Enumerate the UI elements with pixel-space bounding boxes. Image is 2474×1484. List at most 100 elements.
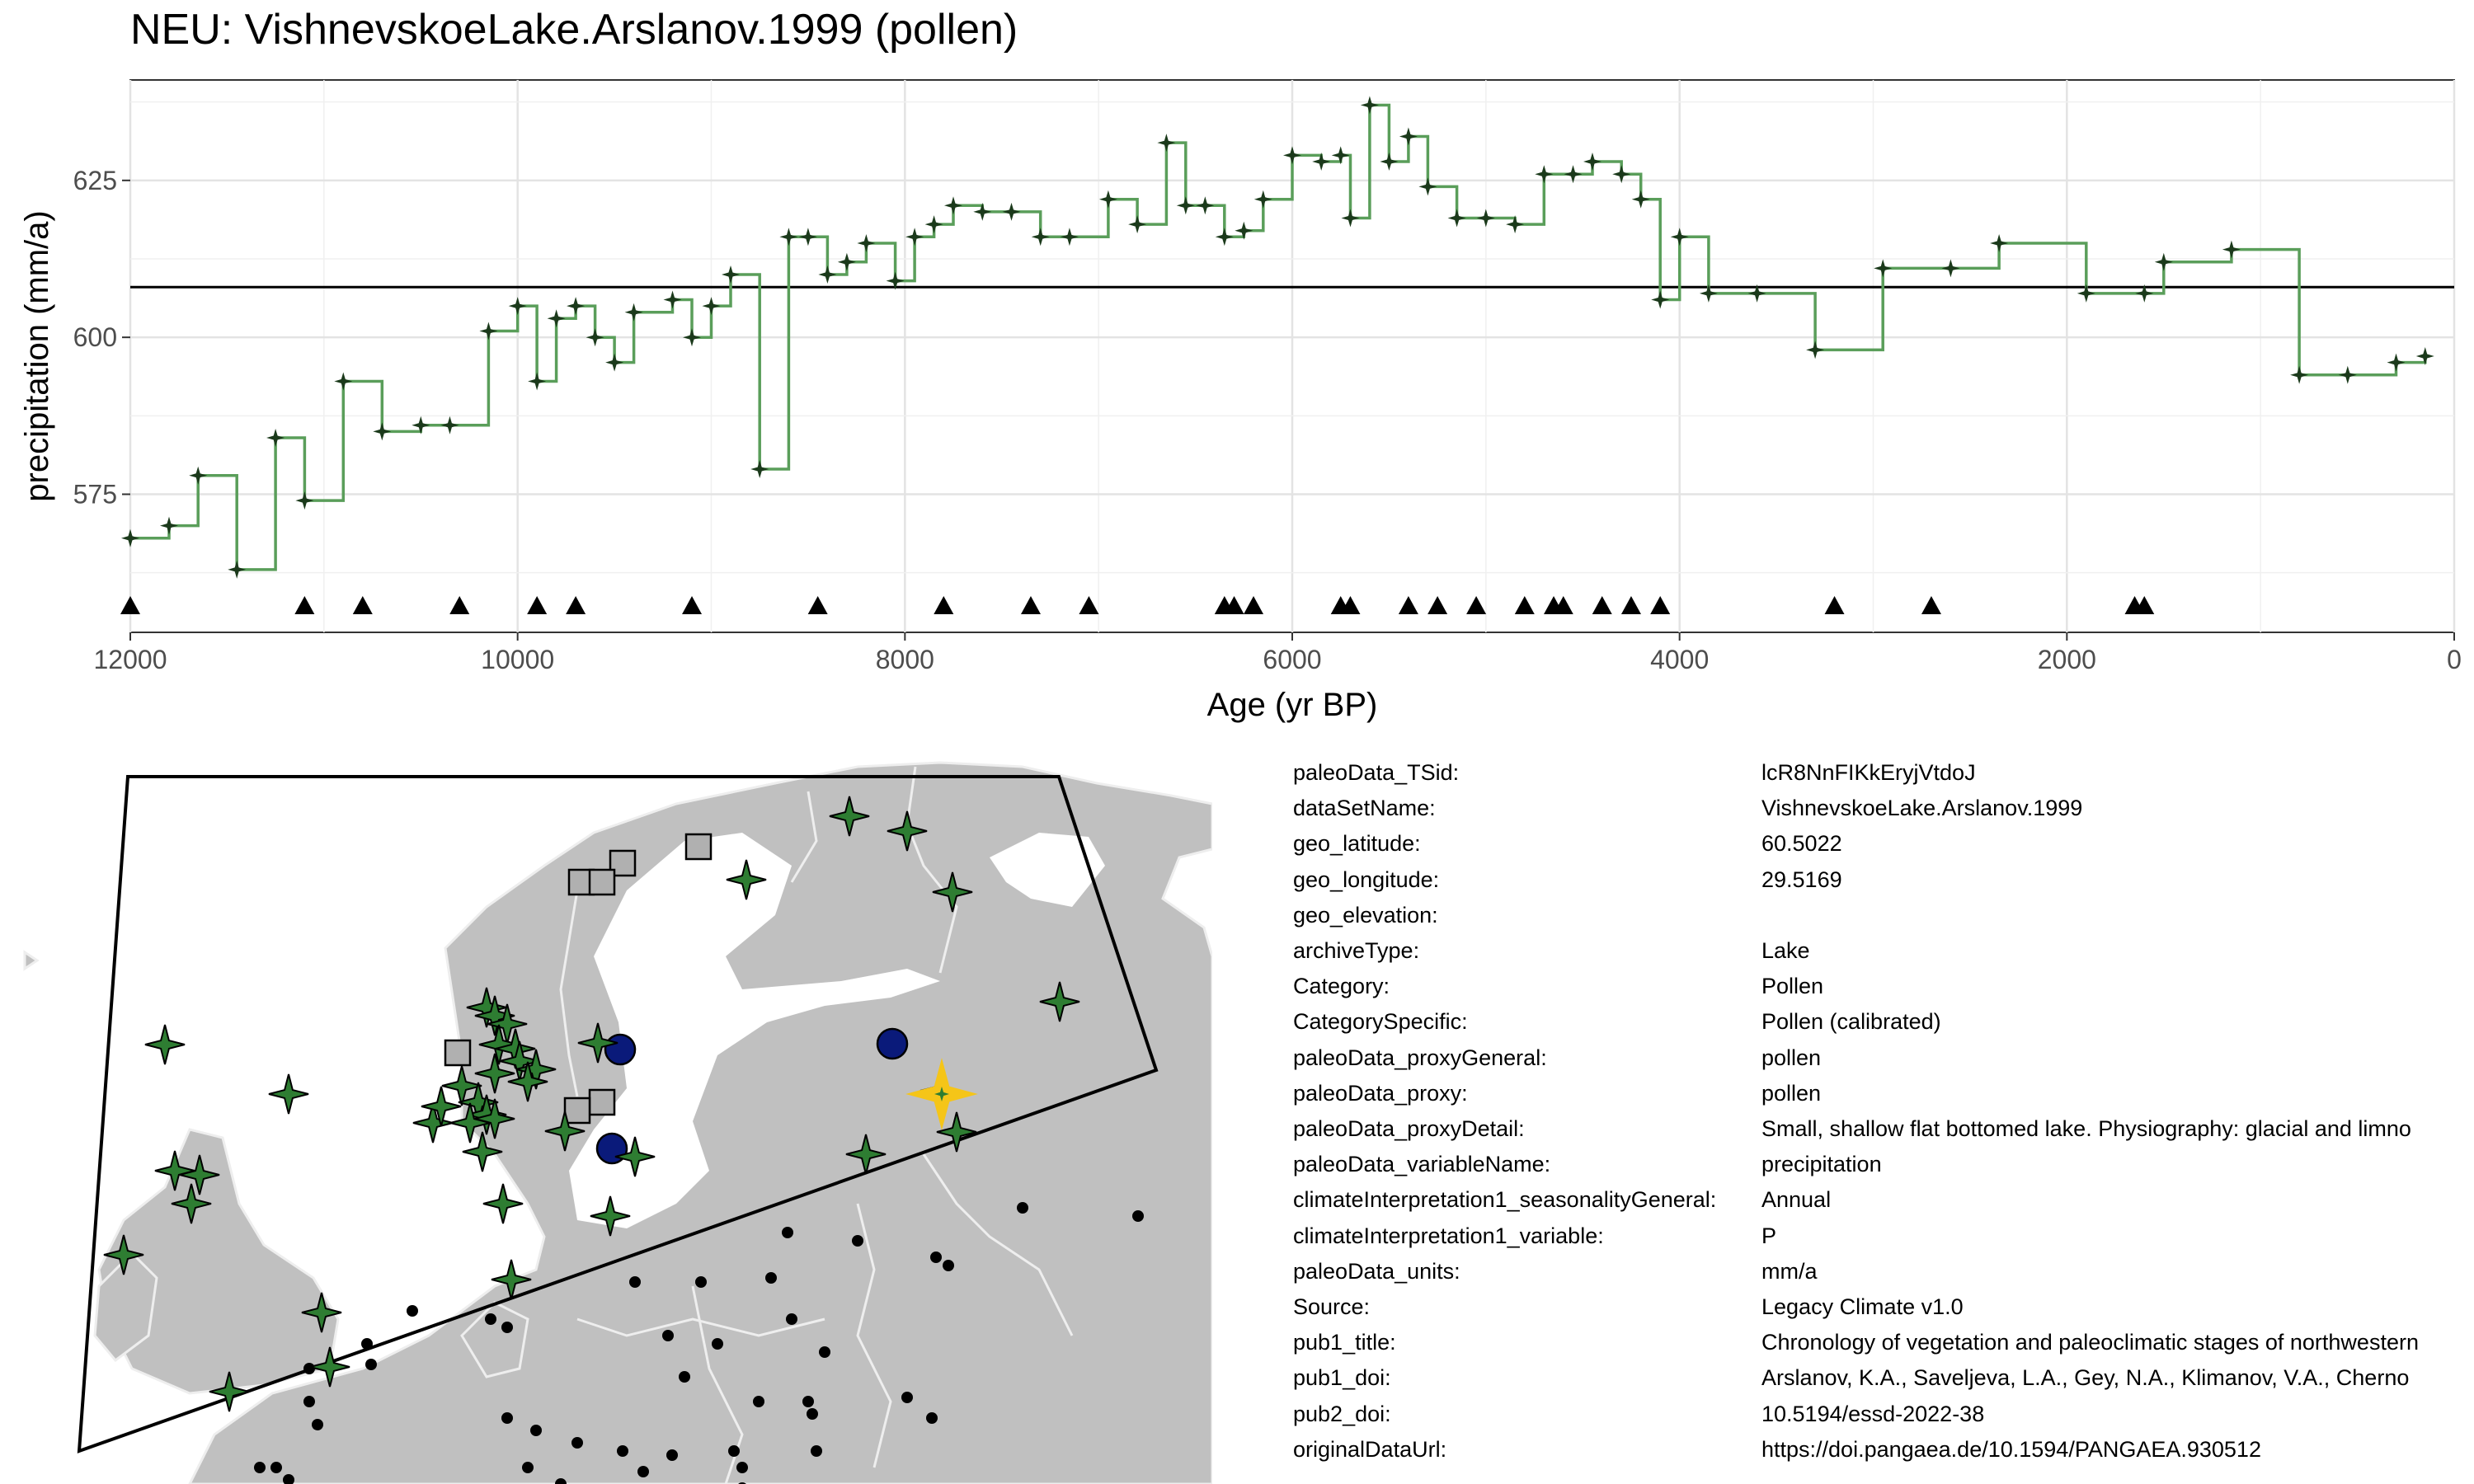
x-axis-ticks: 12000 10000 8000 6000 4000 2000 0 <box>94 632 2462 674</box>
metadata-key: archiveType: <box>1293 938 1420 963</box>
data-point <box>1699 284 1718 303</box>
land-masses <box>23 761 1214 1484</box>
data-point <box>2387 353 2406 372</box>
data-point <box>722 265 740 284</box>
metadata-value: https://doi.pangaea.de/10.1594/PANGAEA.9… <box>1761 1436 2261 1462</box>
site-dot <box>361 1338 373 1350</box>
border-central-europe-3 <box>922 1153 1074 1336</box>
metadata-value: P <box>1761 1223 1777 1248</box>
x-tick-label: 4000 <box>1650 645 1709 674</box>
age-control-triangle <box>1244 596 1264 614</box>
age-control-triangle <box>682 596 703 614</box>
precipitation-chart: 12000 10000 8000 6000 4000 2000 0 575 600 625 Ag… <box>19 79 2462 723</box>
data-point <box>1583 153 1602 171</box>
border-central-europe-4 <box>691 1285 744 1484</box>
site-square <box>588 868 616 896</box>
site-star <box>577 1022 618 1064</box>
data-point <box>1506 215 1525 234</box>
border-sweden-finland <box>790 791 818 883</box>
site-dot <box>666 1449 678 1461</box>
data-point <box>624 303 643 322</box>
site-star <box>171 1183 212 1224</box>
data-point <box>944 196 962 215</box>
site-square <box>563 1097 591 1125</box>
site-dot <box>1132 1210 1144 1222</box>
metadata-value: Legacy Climate v1.0 <box>1761 1294 1964 1319</box>
map-right-mask <box>1212 742 1221 1484</box>
age-control-triangle <box>1224 596 1244 614</box>
site-star <box>614 1136 656 1177</box>
data-point <box>1651 290 1670 309</box>
y-axis-ticks: 575 600 625 <box>73 166 130 510</box>
age-control-triangle <box>1466 596 1487 614</box>
metadata-value: 60.5022 <box>1761 831 1842 857</box>
metadata-value: lcR8NnFIKkEryjVtdoJ <box>1761 760 1976 785</box>
data-point <box>1360 96 1379 115</box>
border-central-europe-2 <box>856 1203 892 1468</box>
metadata-value: Pollen <box>1761 974 1824 999</box>
metadata-key: paleoData_TSid: <box>1293 760 1460 785</box>
site-star <box>932 871 973 913</box>
data-point <box>1399 127 1418 146</box>
data-point <box>1098 190 1117 209</box>
metadata-key: pub2_doi: <box>1293 1401 1391 1426</box>
site-dot <box>270 1462 282 1473</box>
site-dot <box>501 1412 513 1424</box>
x-tick-label: 12000 <box>94 645 167 674</box>
data-point <box>663 290 682 309</box>
site-dot <box>555 1478 567 1484</box>
x-axis-title: Age (yr BP) <box>1207 687 1378 723</box>
site-star <box>1039 981 1080 1022</box>
y-tick-label: 600 <box>73 322 117 352</box>
data-point <box>1418 177 1437 196</box>
border-norway-sweden <box>559 890 579 1097</box>
data-point <box>1253 190 1272 209</box>
site-dot <box>930 1252 942 1263</box>
data-point <box>295 491 314 510</box>
site-dot <box>501 1322 513 1333</box>
site-dot <box>811 1445 822 1457</box>
data-point <box>1157 134 1176 153</box>
data-point <box>1941 259 1960 278</box>
age-control-triangle <box>1079 596 1099 614</box>
site-dot <box>807 1408 818 1420</box>
site-star <box>154 1150 195 1191</box>
site-star <box>103 1234 144 1275</box>
site-star <box>421 1086 462 1127</box>
site-dot <box>712 1338 723 1350</box>
metadata-table: paleoData_TSid: lcR8NnFIKkEryjVtdoJ dataSe… <box>1293 760 2474 1477</box>
age-control-triangle <box>807 596 828 614</box>
x-tick-label: 8000 <box>876 645 934 674</box>
site-dot <box>943 1260 954 1271</box>
denmark-land <box>460 1301 529 1378</box>
site-dot <box>617 1445 628 1457</box>
data-point <box>1612 165 1631 184</box>
age-control-triangle <box>120 596 140 614</box>
site-circle <box>876 1027 909 1060</box>
site-star <box>462 1131 503 1172</box>
site-star <box>845 1134 887 1175</box>
site-star <box>544 1111 586 1152</box>
data-point <box>1331 146 1350 165</box>
age-control-triangle <box>934 596 954 614</box>
site-dot <box>819 1346 830 1358</box>
site-dot <box>1017 1202 1028 1214</box>
data-point <box>702 297 721 316</box>
age-control-triangle <box>1921 596 1941 614</box>
site-dot <box>407 1305 418 1317</box>
site-square <box>588 1088 616 1116</box>
data-point <box>1002 202 1021 221</box>
data-point <box>1535 165 1554 184</box>
metadata-key: paleoData_units: <box>1293 1258 1460 1284</box>
metadata-key: paleoData_proxy: <box>1293 1080 1468 1106</box>
site-star <box>507 1061 548 1102</box>
site-star <box>482 1183 524 1224</box>
data-point <box>1060 228 1079 247</box>
site-star <box>936 1111 977 1153</box>
age-control-triangle <box>352 596 373 614</box>
data-point <box>1564 165 1583 184</box>
data-point <box>228 560 247 579</box>
data-point <box>2135 284 2154 303</box>
data-point <box>2154 252 2173 271</box>
data-point <box>1874 259 1893 278</box>
